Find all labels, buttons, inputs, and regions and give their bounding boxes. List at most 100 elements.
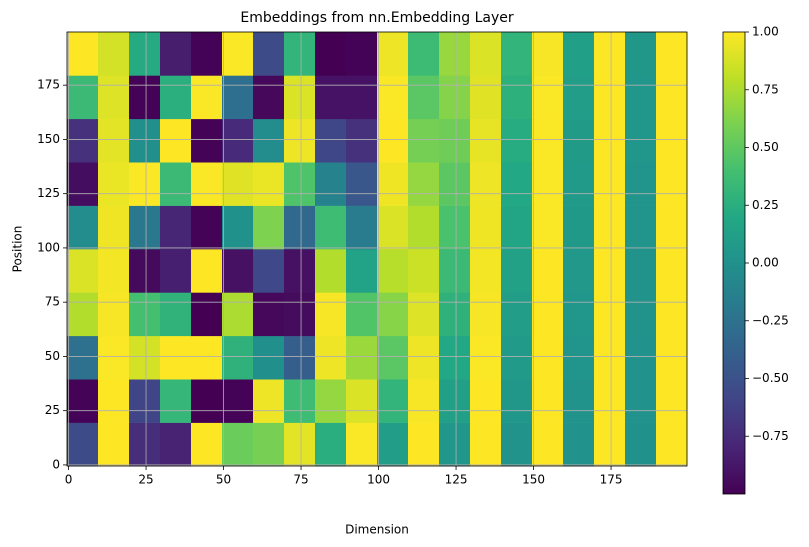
heatmap-cell (315, 205, 347, 250)
heatmap-cell (656, 205, 688, 250)
heatmap-cell (501, 75, 533, 120)
heatmap-cell (501, 32, 533, 76)
heatmap-cell (67, 162, 99, 206)
heatmap-cell (129, 32, 161, 76)
heatmap-cell (129, 379, 161, 423)
heatmap-cell (470, 162, 502, 206)
heatmap-cell (284, 32, 316, 76)
heatmap-cell (377, 162, 409, 206)
heatmap-cell (253, 249, 285, 293)
heatmap-cell (191, 205, 223, 250)
heatmap-cell (656, 162, 688, 206)
x-tick-label: 175 (600, 473, 623, 487)
heatmap-cell (253, 32, 285, 76)
x-tick-label: 125 (445, 473, 468, 487)
heatmap-cell (625, 205, 657, 250)
heatmap-cell (594, 118, 626, 163)
heatmap-cell (253, 75, 285, 120)
heatmap-cell (625, 379, 657, 423)
heatmap-cell (532, 75, 564, 120)
heatmap-cell (470, 32, 502, 76)
heatmap-cell (408, 422, 440, 467)
heatmap-cell (315, 422, 347, 467)
heatmap-cell (377, 205, 409, 250)
heatmap-cell (253, 379, 285, 423)
heatmap-cell (377, 335, 409, 380)
heatmap-cell (284, 75, 316, 120)
heatmap-cell (160, 32, 192, 76)
heatmap-cell (563, 118, 595, 163)
heatmap-cell (98, 292, 130, 337)
heatmap-cell (129, 162, 161, 206)
heatmap-cell (501, 249, 533, 293)
heatmap-cell (470, 422, 502, 467)
heatmap-cell (160, 422, 192, 467)
heatmap-cell (67, 32, 99, 76)
colorbar-tick-label: −0.50 (752, 371, 789, 385)
heatmap-cell (315, 32, 347, 76)
heatmap-cell (501, 422, 533, 467)
heatmap-cell (222, 292, 254, 337)
heatmap-cell (377, 118, 409, 163)
heatmap-cell (315, 118, 347, 163)
heatmap-cell (67, 205, 99, 250)
heatmap-cell (377, 292, 409, 337)
x-tick-label: 25 (138, 473, 153, 487)
heatmap-cell (222, 118, 254, 163)
x-tick-label: 75 (293, 473, 308, 487)
heatmap-cell (160, 118, 192, 163)
heatmap-cell (67, 75, 99, 120)
heatmap-cell (67, 249, 99, 293)
heatmap-cell (346, 75, 378, 120)
heatmap-cell (253, 118, 285, 163)
heatmap-cell (625, 75, 657, 120)
colorbar-tick-label: −0.75 (752, 429, 789, 443)
colorbar-tick-label: 0.00 (752, 256, 779, 270)
heatmap-cell (129, 205, 161, 250)
heatmap-cell (408, 379, 440, 423)
heatmap-cell (160, 205, 192, 250)
heatmap-cell (563, 205, 595, 250)
heatmap-cell (98, 205, 130, 250)
heatmap-cell (532, 335, 564, 380)
heatmap-cell (98, 32, 130, 76)
heatmap-cell (563, 249, 595, 293)
heatmap-cell (532, 249, 564, 293)
heatmap-cell (470, 292, 502, 337)
heatmap-cell (346, 205, 378, 250)
heatmap-cell (501, 118, 533, 163)
heatmap-cell (532, 32, 564, 76)
x-tick-label: 150 (522, 473, 545, 487)
heatmap-cell (98, 335, 130, 380)
heatmap-cell (656, 249, 688, 293)
heatmap-cell (284, 162, 316, 206)
heatmap-cell (563, 292, 595, 337)
heatmap-cell (284, 118, 316, 163)
heatmap-cell (284, 335, 316, 380)
heatmap-cell (470, 75, 502, 120)
heatmap-cell (253, 422, 285, 467)
heatmap-cell (439, 249, 471, 293)
y-axis-label: Position (11, 226, 25, 273)
heatmap-cell (439, 379, 471, 423)
heatmap (67, 32, 688, 467)
heatmap-cell (284, 379, 316, 423)
heatmap-cell (501, 205, 533, 250)
heatmap-cell (129, 335, 161, 380)
heatmap-cell (160, 292, 192, 337)
y-tick-label: 100 (37, 240, 60, 254)
heatmap-cell (315, 162, 347, 206)
y-tick-label: 0 (52, 457, 60, 471)
heatmap-cell (470, 335, 502, 380)
heatmap-cell (67, 292, 99, 337)
heatmap-cell (594, 205, 626, 250)
y-tick-label: 150 (37, 132, 60, 146)
heatmap-cell (594, 422, 626, 467)
heatmap-cell (284, 422, 316, 467)
heatmap-cell (346, 162, 378, 206)
heatmap-cell (563, 75, 595, 120)
y-tick-label: 175 (37, 78, 60, 92)
heatmap-cell (656, 379, 688, 423)
heatmap-cell (532, 292, 564, 337)
heatmap-cell (408, 335, 440, 380)
